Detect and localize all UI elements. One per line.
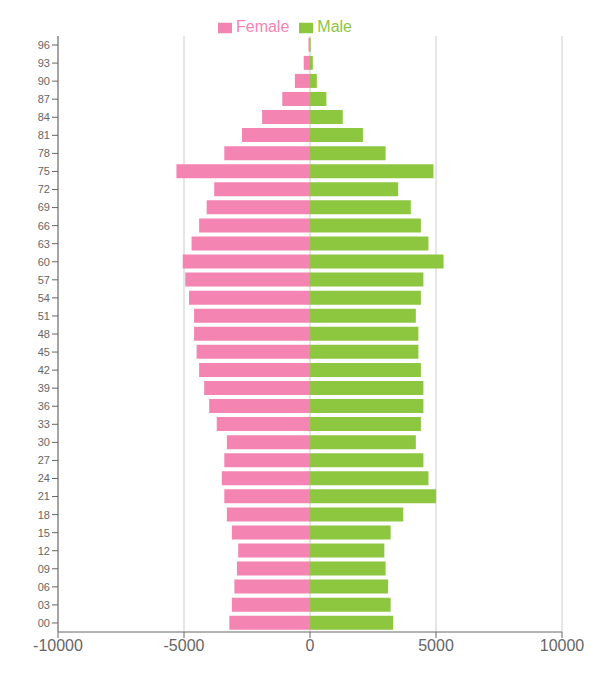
svg-text:63: 63 [38,238,50,250]
svg-text:5000: 5000 [418,637,454,654]
svg-text:78: 78 [38,147,50,159]
html-text:Male: Male [317,18,352,35]
svg-text:10000: 10000 [540,637,585,654]
svg-text:72: 72 [38,183,50,195]
svg-text:90: 90 [38,75,50,87]
svg-text:06: 06 [38,581,50,593]
svg-text:36: 36 [38,400,50,412]
svg-text:27: 27 [38,454,50,466]
svg-text:09: 09 [38,563,50,575]
svg-text:42: 42 [38,364,50,376]
svg-text:03: 03 [38,599,50,611]
svg-text:93: 93 [38,57,50,69]
svg-text:21: 21 [38,490,50,502]
svg-text:54: 54 [38,292,50,304]
svg-text:75: 75 [38,165,50,177]
svg-text:69: 69 [38,201,50,213]
svg-text:18: 18 [38,509,50,521]
svg-text:57: 57 [38,274,50,286]
svg-text:00: 00 [38,617,50,629]
svg-text:60: 60 [38,256,50,268]
svg-text:-10000: -10000 [33,637,83,654]
svg-text:24: 24 [38,472,50,484]
svg-text:96: 96 [38,39,50,51]
svg-text:12: 12 [38,545,50,557]
html-text:Female: Female [236,18,290,35]
svg-text:66: 66 [38,220,50,232]
svg-text:45: 45 [38,346,50,358]
svg-text:51: 51 [38,310,50,322]
svg-text:84: 84 [38,111,50,123]
svg-text:-5000: -5000 [164,637,205,654]
svg-text:0: 0 [306,637,315,654]
svg-text:15: 15 [38,527,50,539]
svg-text:87: 87 [38,93,50,105]
svg-text:39: 39 [38,382,50,394]
svg-text:81: 81 [38,129,50,141]
svg-text:48: 48 [38,328,50,340]
svg-text:30: 30 [38,436,50,448]
svg-text:33: 33 [38,418,50,430]
